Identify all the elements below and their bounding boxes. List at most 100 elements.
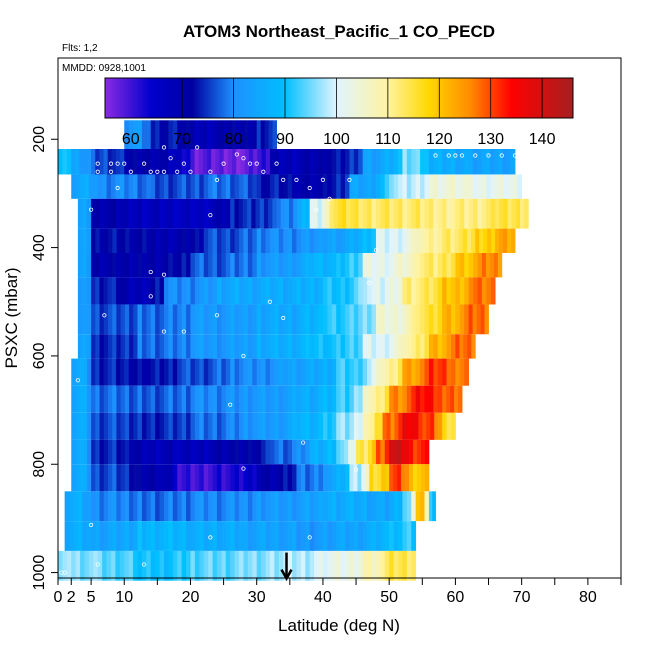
heatmap-cell (336, 277, 342, 305)
heatmap-cell (331, 385, 337, 413)
heatmap-cell (406, 550, 412, 581)
heatmap-cell (257, 149, 262, 175)
heatmap-cell (124, 120, 130, 149)
heatmap-cell (420, 253, 425, 278)
heatmap-cell (103, 521, 109, 551)
heatmap-cell (172, 550, 178, 581)
heatmap-cell (91, 439, 96, 465)
heatmap-cell (194, 550, 200, 581)
heatmap-cell (362, 491, 368, 522)
heatmap-cell (186, 385, 191, 413)
heatmap-cell (168, 304, 174, 335)
heatmap-cell (296, 228, 302, 253)
heatmap-cell (327, 358, 333, 386)
heatmap-cell (309, 304, 315, 335)
heatmap-cell (177, 174, 183, 199)
heatmap-cell (177, 358, 183, 386)
heatmap-cell (163, 385, 169, 413)
heatmap-cell (150, 253, 156, 278)
heatmap-cell (331, 491, 337, 522)
x-tick-label: 20 (182, 589, 200, 606)
heatmap-cell (137, 228, 143, 253)
heatmap-cell (283, 439, 289, 465)
heatmap-cell (450, 198, 456, 229)
heatmap-cell (341, 198, 347, 229)
heatmap-cell (168, 198, 174, 229)
heatmap-cell (442, 358, 447, 386)
heatmap-cell (265, 491, 271, 522)
x-tick-label: 70 (513, 589, 531, 606)
heatmap-cell (486, 277, 492, 305)
sample-point (320, 177, 326, 182)
heatmap-cell (137, 149, 143, 175)
heatmap-cell (406, 149, 412, 175)
heatmap-cell (519, 198, 525, 229)
heatmap-cell (274, 174, 280, 199)
heatmap-cell (155, 439, 160, 465)
heatmap-cell (194, 149, 200, 175)
heatmap-cell (269, 550, 275, 581)
heatmap-cell (252, 412, 258, 440)
heatmap-band (64, 491, 436, 522)
sample-point (300, 440, 306, 445)
heatmap-cell (340, 464, 346, 492)
heatmap-cell (274, 277, 280, 305)
heatmap-cell (283, 149, 289, 175)
heatmap-cell (345, 358, 350, 386)
heatmap-cell (309, 198, 315, 229)
heatmap-cell (239, 412, 244, 440)
heatmap-cell (336, 550, 342, 581)
heatmap-cell (367, 149, 372, 175)
heatmap-cell (318, 412, 324, 440)
heatmap-cell (292, 491, 297, 522)
heatmap-cell (424, 439, 430, 465)
heatmap-cell (278, 149, 284, 175)
heatmap-cell (362, 149, 368, 175)
heatmap-cell (468, 174, 474, 199)
heatmap-band (71, 174, 523, 199)
heatmap-cell (269, 358, 275, 386)
heatmap-cell (373, 464, 378, 492)
heatmap-cell (433, 277, 439, 305)
heatmap-cell (305, 439, 311, 465)
heatmap-cell (468, 277, 474, 305)
heatmap-cell (190, 550, 196, 581)
heatmap-cell (159, 464, 165, 492)
heatmap-cell (133, 439, 138, 465)
heatmap-cell (168, 521, 174, 551)
heatmap-cell (230, 491, 236, 522)
heatmap-cell (296, 304, 302, 335)
heatmap-cell (103, 277, 109, 305)
heatmap-cell (375, 149, 381, 175)
heatmap-cell (243, 385, 249, 413)
heatmap-cell (172, 385, 178, 413)
heatmap-cell (300, 304, 306, 335)
heatmap-cell (380, 439, 386, 465)
heatmap-cell (426, 412, 431, 440)
heatmap-cell (97, 550, 103, 581)
heatmap-cell (489, 253, 495, 278)
heatmap-cell (99, 304, 105, 335)
heatmap-cell (287, 253, 293, 278)
sample-point (433, 153, 438, 158)
heatmap-cell (124, 491, 130, 522)
heatmap-cell (71, 358, 76, 386)
sample-point (214, 177, 220, 182)
heatmap-cell (247, 439, 253, 465)
heatmap-cell (477, 277, 483, 305)
heatmap-cell (141, 358, 147, 386)
heatmap-cell (212, 174, 218, 199)
heatmap-cell (230, 550, 236, 581)
heatmap-cell (468, 149, 474, 175)
heatmap-cell (269, 228, 275, 253)
heatmap-cell (225, 464, 231, 492)
heatmap-cell (402, 334, 408, 359)
heatmap-cell (208, 439, 213, 465)
heatmap-cell (155, 412, 160, 440)
heatmap-cell (256, 334, 262, 359)
sample-point (281, 315, 286, 321)
heatmap-cell (163, 120, 169, 149)
heatmap-cell (375, 253, 381, 278)
heatmap-cell (194, 304, 200, 335)
heatmap-cell (356, 439, 361, 465)
